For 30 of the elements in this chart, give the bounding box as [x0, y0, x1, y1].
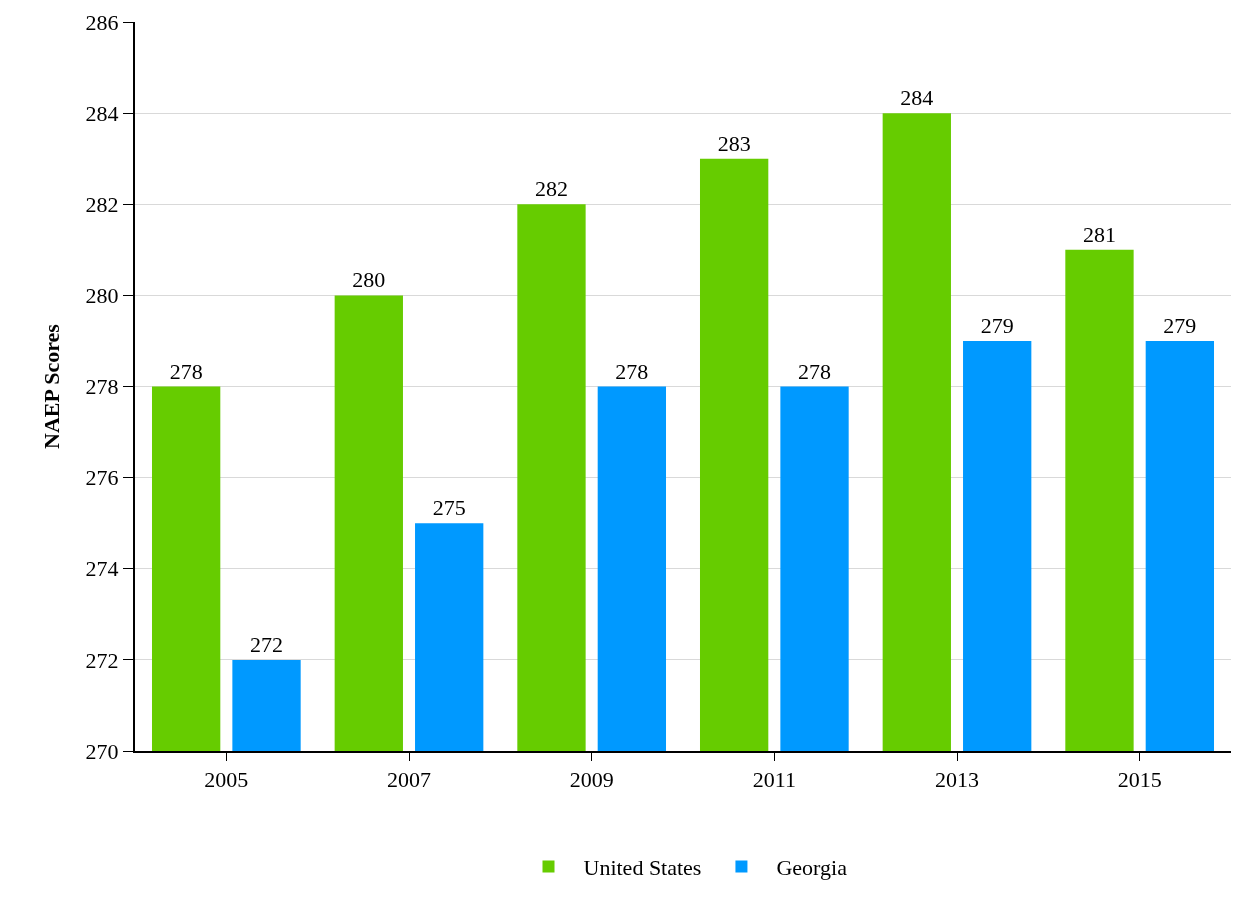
data-label: 279 — [1163, 312, 1197, 338]
data-label: 283 — [717, 130, 751, 156]
data-label: 278 — [615, 358, 649, 384]
y-tick-label: 272 — [85, 647, 119, 673]
x-tick-label: 2007 — [387, 767, 431, 793]
data-label: 280 — [352, 267, 386, 293]
x-tick-label: 2013 — [935, 767, 979, 793]
y-tick-label: 286 — [85, 9, 119, 35]
y-tick-label: 274 — [85, 556, 119, 582]
legend-label: United States — [583, 855, 702, 881]
legend-label: Georgia — [776, 855, 848, 881]
x-tick-label: 2009 — [569, 767, 614, 793]
x-tick-label: 2015 — [1117, 767, 1162, 793]
y-tick-label: 280 — [85, 283, 119, 309]
data-label: 278 — [169, 358, 203, 384]
data-label: 275 — [432, 495, 466, 521]
data-label: 279 — [980, 312, 1014, 338]
x-tick-label: 2011 — [752, 767, 796, 793]
y-tick-label: 284 — [85, 100, 119, 126]
y-axis-title: NAEP Scores — [38, 323, 64, 449]
x-tick-label: 2005 — [204, 767, 249, 793]
data-label: 278 — [798, 358, 832, 384]
y-tick-label: 282 — [85, 191, 119, 217]
data-label: 282 — [534, 176, 568, 202]
y-tick-label: 276 — [85, 465, 119, 491]
data-label: 272 — [250, 631, 284, 657]
data-label: 281 — [1082, 221, 1116, 247]
data-label: 284 — [900, 85, 934, 111]
y-tick-label: 278 — [85, 374, 119, 400]
y-tick-label: 270 — [85, 738, 119, 764]
